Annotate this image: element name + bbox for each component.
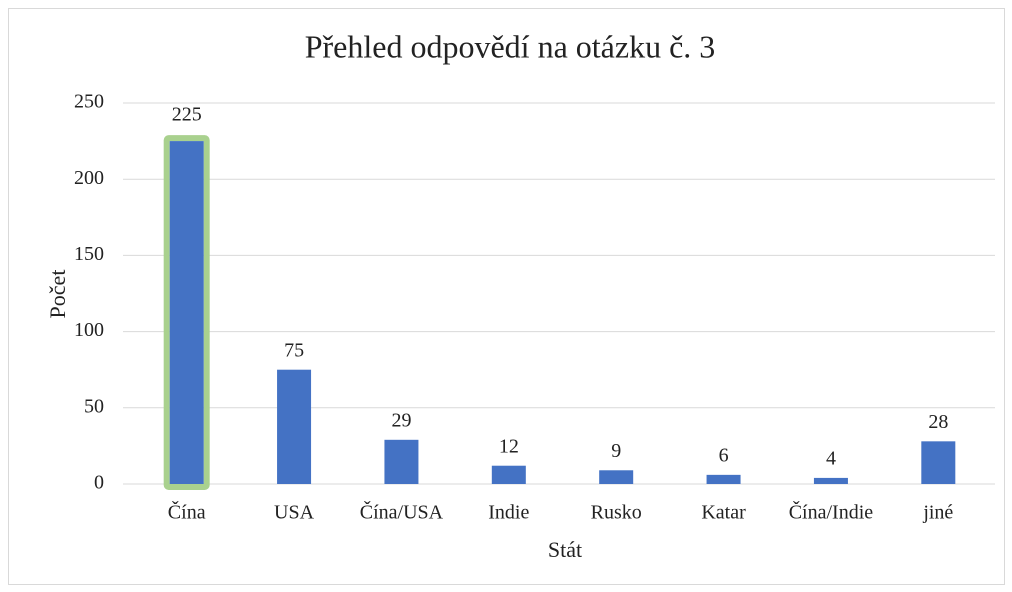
y-tick-label: 200 xyxy=(74,167,104,189)
y-tick-label: 50 xyxy=(84,395,104,417)
bar xyxy=(813,477,848,484)
data-label: 75 xyxy=(284,339,304,361)
bar xyxy=(491,465,526,484)
x-tick-label: USA xyxy=(274,502,315,524)
x-tick-label: Čína/Indie xyxy=(789,500,874,524)
y-axis-label: Počet xyxy=(45,270,70,319)
bar xyxy=(921,441,956,484)
x-tick-label: jiné xyxy=(922,502,953,524)
y-tick-label: 250 xyxy=(74,91,104,113)
x-tick-label: Čína/USA xyxy=(360,500,444,524)
x-tick-label: Katar xyxy=(701,502,746,524)
data-label: 225 xyxy=(172,104,202,126)
bar xyxy=(277,369,312,484)
bar xyxy=(599,470,634,484)
chart-title: Přehled odpovědí na otázku č. 3 xyxy=(305,28,716,64)
chart-border xyxy=(8,8,1005,585)
bar-highlight xyxy=(163,135,210,490)
bar xyxy=(384,439,419,484)
data-label: 6 xyxy=(719,444,729,466)
bar xyxy=(169,141,204,484)
y-tick-label: 0 xyxy=(94,472,104,494)
data-label: 4 xyxy=(826,447,836,469)
data-label: 29 xyxy=(391,409,411,431)
data-label: 12 xyxy=(499,435,519,457)
y-tick-label: 150 xyxy=(74,243,104,265)
x-axis-label: Stát xyxy=(548,537,582,562)
x-tick-label: Rusko xyxy=(591,502,642,524)
data-label: 9 xyxy=(611,440,621,462)
x-tick-label: Čína xyxy=(168,500,206,524)
x-tick-label: Indie xyxy=(488,502,529,524)
bar xyxy=(706,474,741,484)
data-label: 28 xyxy=(928,411,948,433)
y-tick-label: 100 xyxy=(74,319,104,341)
